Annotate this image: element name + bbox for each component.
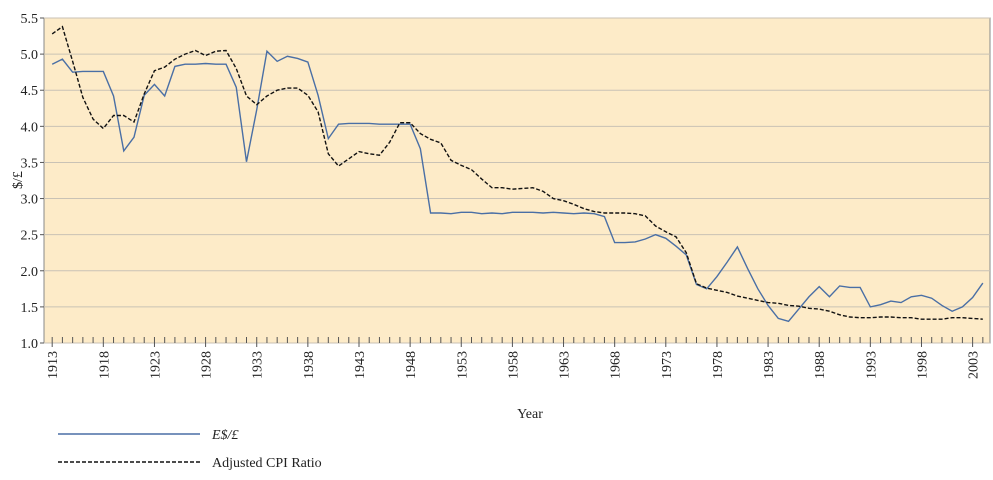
x-tick-label: 1913 <box>46 351 61 379</box>
y-axis-label: $/£ <box>11 171 26 189</box>
legend-label: E$/£ <box>211 428 238 443</box>
x-tick-label: 1958 <box>506 351 521 379</box>
y-tick-label: 2.5 <box>21 229 39 244</box>
series-line <box>51 25 983 320</box>
plot-background <box>43 17 991 344</box>
x-tick-label: 1978 <box>711 351 726 379</box>
y-tick-label: 4.5 <box>21 84 39 99</box>
x-tick-label: 1923 <box>148 351 163 379</box>
legend-label: Adjusted CPI Ratio <box>212 456 322 471</box>
x-tick-label: 1968 <box>609 351 624 379</box>
x-tick-label: 1998 <box>915 351 930 379</box>
x-tick-label: 1933 <box>251 351 266 379</box>
x-tick-label: 1928 <box>200 351 215 379</box>
y-tick-label: 5.5 <box>21 12 39 27</box>
y-tick-label: 5.0 <box>21 48 39 63</box>
y-tick-label: 1.0 <box>21 337 39 352</box>
x-tick-label: 1983 <box>762 351 777 379</box>
x-tick-label: 1918 <box>97 351 112 379</box>
y-tick-label: 3.0 <box>21 193 39 208</box>
x-tick-label: 1948 <box>404 351 419 379</box>
series-line <box>51 49 984 323</box>
x-tick-label: 1938 <box>302 351 317 379</box>
x-tick-label: 1953 <box>455 351 470 379</box>
x-tick-label: 1988 <box>813 351 828 379</box>
x-tick-label: 1973 <box>660 351 675 379</box>
y-tick-label: 2.0 <box>21 265 39 280</box>
x-tick-label: 1943 <box>353 351 368 379</box>
x-tick-label: 2003 <box>967 351 982 379</box>
x-axis-label: Year <box>517 407 543 422</box>
y-tick-label: 4.0 <box>21 120 39 135</box>
x-tick-label: 1963 <box>558 351 573 379</box>
x-tick-label: 1993 <box>864 351 879 379</box>
y-tick-label: 3.5 <box>21 156 39 171</box>
y-tick-label: 1.5 <box>21 301 39 316</box>
